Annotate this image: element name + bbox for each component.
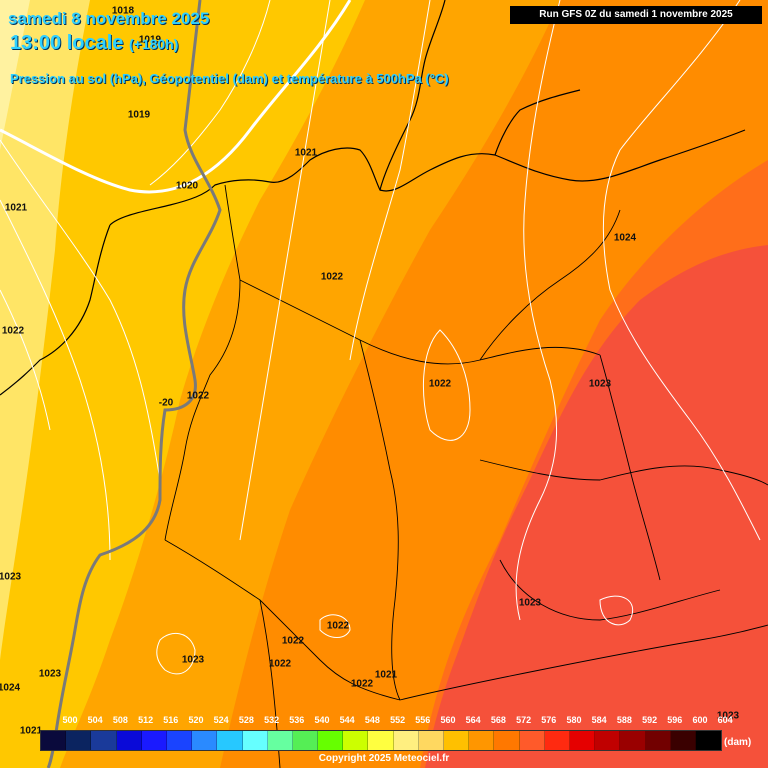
legend-swatch [519,731,545,750]
isobar-label: 1019 [138,34,162,46]
legend-unit: (dam) [724,737,752,748]
contour-label: -20 [158,397,174,409]
river-line [46,0,222,768]
legend-value: 604 [717,715,733,725]
legend-swatch [695,731,722,750]
legend-swatch [318,731,344,750]
legend-value: 520 [188,715,204,725]
legend-value: 580 [566,715,582,725]
legend-value: 592 [642,715,658,725]
legend-swatch [343,731,369,750]
legend-value: 504 [87,715,103,725]
isobar-label: 1022 [428,378,452,390]
legend-swatch [645,731,671,750]
isobar-label: 1018 [111,5,135,17]
legend-swatch [267,731,293,750]
geopotential-line [0,0,352,194]
isobar-label: 1023 [518,597,542,609]
forecast-date: samedi 8 novembre 2025 [8,9,210,28]
legend-swatch [66,731,92,750]
isobar-label: 1023 [716,710,740,722]
legend-swatch [292,731,319,750]
legend-value: 564 [465,715,481,725]
legend-swatch [242,731,268,750]
legend-swatch [418,731,444,750]
band-5 [0,0,30,150]
isobar-label: 1022 [350,678,374,690]
run-info: Run GFS 0Z du samedi 1 novembre 2025 [510,6,762,24]
isobar-label: 1023 [181,654,205,666]
isobar-label: 1022 [326,620,350,632]
legend-value: 532 [264,715,280,725]
legend-swatch [494,731,520,750]
legend-swatch [116,731,142,750]
legend-swatch [595,731,621,750]
legend-value: 516 [163,715,179,725]
legend-value: 584 [591,715,607,725]
isobar-label: 1022 [268,658,292,670]
band-4 [0,0,90,660]
isobar-label: 1024 [613,232,637,244]
legend-swatch [91,731,117,750]
legend-value: 548 [364,715,380,725]
isobar-label: 1019 [127,109,151,121]
isobar-label: 1022 [186,390,210,402]
legend-value: 552 [390,715,406,725]
forecast-lead: (+180h) [128,36,179,52]
isobar-label: 1023 [38,668,62,680]
isobars [0,0,761,675]
color-legend [40,730,723,751]
copyright: Copyright 2025 Meteociel.fr [318,753,450,764]
legend-value: 600 [692,715,708,725]
legend-value: 536 [289,715,305,725]
legend-values: 500 504 508 512 516 520 524 528 532 536 540 544 548 5… [40,715,740,727]
legend-value: 556 [415,715,431,725]
isobar-label: 1022 [1,325,25,337]
band-6 [425,245,768,768]
legend-swatch [192,731,218,750]
legend-swatch [217,731,243,750]
legend-value: 544 [339,715,355,725]
forecast-time: 13:00 locale (+180h) [10,32,178,55]
isobar-label: 1022 [320,271,344,283]
legend-swatch [41,731,67,750]
legend-value: 568 [490,715,506,725]
legend-value: 512 [138,715,154,725]
legend-swatch [368,731,394,750]
legend-value: 500 [62,715,78,725]
legend-value: 528 [238,715,254,725]
legend-value: 588 [616,715,632,725]
legend-swatch [544,731,570,750]
legend-swatch [670,731,696,750]
isobar-label: 1021 [374,669,398,681]
isobar-label: 1021 [19,725,43,737]
legend-value: 540 [314,715,330,725]
legend-swatch [569,731,596,750]
legend-swatch [393,731,419,750]
legend-value: 524 [213,715,229,725]
legend-swatch [444,731,470,750]
forecast-time-value: 13:00 locale [10,32,124,54]
coastlines [0,0,746,396]
isobar-label: 1024 [0,682,21,694]
legend-value: 508 [112,715,128,725]
isobar-label: 1023 [588,378,612,390]
legend-value: 596 [667,715,683,725]
legend-swatch [141,731,167,750]
legend-value: 560 [440,715,456,725]
isobar-label: 1023 [0,571,22,583]
legend-swatch [166,731,193,750]
map-description: Pression au sol (hPa), Géopotentiel (dam… [10,71,449,86]
legend-swatch [469,731,495,750]
band-3 [0,0,365,768]
legend-value: 576 [541,715,557,725]
isobar-label: 1021 [294,147,318,159]
legend-value: 572 [516,715,532,725]
isobar-label: 1020 [175,180,199,192]
isobar-label: 1022 [281,635,305,647]
isobar-label: 1021 [4,202,28,214]
legend-swatch [620,731,646,750]
